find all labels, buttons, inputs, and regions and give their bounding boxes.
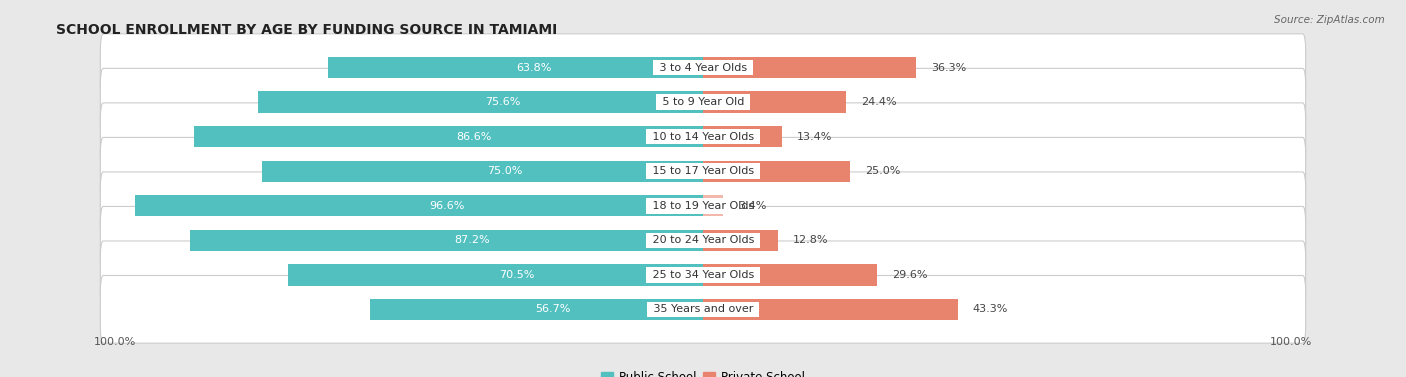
Bar [703,230,779,251]
Text: 24.4%: 24.4% [860,97,897,107]
Bar [262,161,703,182]
Bar [370,299,703,320]
Text: 63.8%: 63.8% [516,63,553,73]
Text: 87.2%: 87.2% [454,235,491,245]
Text: 75.0%: 75.0% [486,166,522,176]
Text: Source: ZipAtlas.com: Source: ZipAtlas.com [1274,15,1385,25]
Text: 5 to 9 Year Old: 5 to 9 Year Old [658,97,748,107]
Text: 35 Years and over: 35 Years and over [650,304,756,314]
Text: 70.5%: 70.5% [499,270,534,280]
FancyBboxPatch shape [100,207,1306,274]
FancyBboxPatch shape [100,172,1306,240]
Text: SCHOOL ENROLLMENT BY AGE BY FUNDING SOURCE IN TAMIAMI: SCHOOL ENROLLMENT BY AGE BY FUNDING SOUR… [56,23,558,37]
Text: 20 to 24 Year Olds: 20 to 24 Year Olds [648,235,758,245]
Legend: Public School, Private School: Public School, Private School [596,366,810,377]
Text: 43.3%: 43.3% [973,304,1008,314]
Text: 56.7%: 56.7% [536,304,571,314]
Text: 10 to 14 Year Olds: 10 to 14 Year Olds [648,132,758,142]
Text: 29.6%: 29.6% [891,270,927,280]
Text: 3.4%: 3.4% [738,201,766,211]
FancyBboxPatch shape [100,241,1306,309]
Bar [703,126,782,147]
FancyBboxPatch shape [100,276,1306,343]
Text: 86.6%: 86.6% [456,132,492,142]
Bar [703,161,851,182]
FancyBboxPatch shape [100,103,1306,170]
Text: 36.3%: 36.3% [931,63,966,73]
FancyBboxPatch shape [100,34,1306,101]
Text: 12.8%: 12.8% [793,235,828,245]
Bar [703,195,723,216]
FancyBboxPatch shape [100,68,1306,136]
Text: 15 to 17 Year Olds: 15 to 17 Year Olds [648,166,758,176]
Bar [703,92,846,113]
Text: 25 to 34 Year Olds: 25 to 34 Year Olds [648,270,758,280]
Bar [703,299,957,320]
Text: 25.0%: 25.0% [865,166,900,176]
Text: 3 to 4 Year Olds: 3 to 4 Year Olds [655,63,751,73]
Bar [194,126,703,147]
Text: 13.4%: 13.4% [796,132,832,142]
Bar [288,264,703,285]
Bar [703,57,917,78]
FancyBboxPatch shape [100,137,1306,205]
Text: 96.6%: 96.6% [430,201,465,211]
Text: 75.6%: 75.6% [485,97,520,107]
Text: 18 to 19 Year Olds: 18 to 19 Year Olds [648,201,758,211]
Bar [259,92,703,113]
Bar [703,264,877,285]
Bar [135,195,703,216]
Bar [328,57,703,78]
Bar [190,230,703,251]
